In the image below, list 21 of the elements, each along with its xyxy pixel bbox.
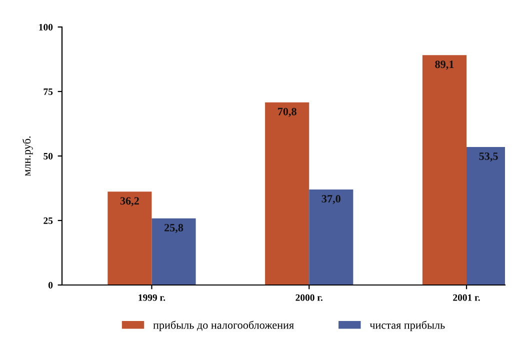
data-label: 53,5 — [479, 152, 498, 162]
y-tick-label: 0 — [48, 282, 53, 288]
data-label: 25,8 — [164, 224, 184, 234]
y-tick-label: 100 — [39, 24, 53, 30]
legend-label: чистая прибыль — [370, 320, 445, 332]
bar — [152, 218, 196, 285]
y-tick-label: 75 — [44, 88, 53, 95]
data-label: 36,2 — [120, 197, 139, 206]
data-label: 89,1 — [435, 60, 454, 70]
x-tick-label: 1999 г. — [138, 294, 166, 301]
y-axis-title: млн.руб. — [22, 136, 33, 176]
data-label: 37,0 — [322, 195, 340, 204]
y-tick-label: 25 — [44, 217, 53, 224]
legend-label: прибыль до налогообложения — [153, 320, 294, 332]
bar — [108, 192, 152, 285]
y-tick-label: 50 — [44, 152, 53, 160]
x-tick-label: 2000 г. — [296, 294, 323, 301]
bar — [265, 102, 310, 285]
data-label: 70,8 — [278, 108, 296, 117]
x-tick-label: 2001 г. — [453, 294, 480, 301]
bar — [309, 190, 354, 285]
